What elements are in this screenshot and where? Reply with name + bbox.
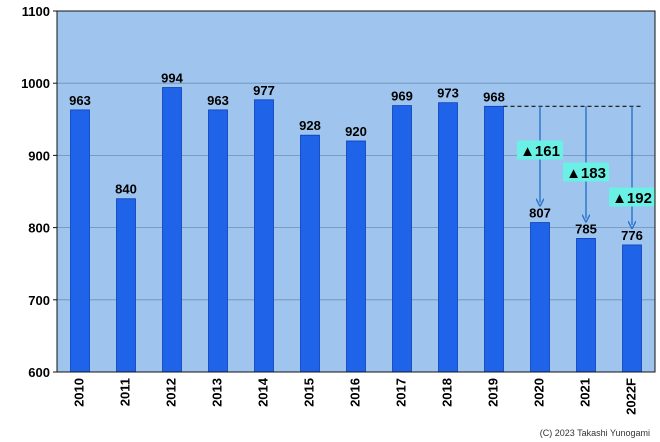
callout-box-2022F [609, 187, 655, 207]
x-tick-label-2014: 2014 [255, 377, 270, 407]
value-label-2016: 920 [345, 124, 367, 139]
bar-2019 [484, 105, 504, 373]
x-tick-label-2015: 2015 [301, 378, 316, 407]
copyright-credit: (C) 2023 Takashi Yunogami [539, 428, 650, 438]
x-tick-label-2021: 2021 [577, 378, 592, 407]
value-label-2010: 963 [69, 93, 91, 108]
callout-label-2020: ▲161 [520, 143, 560, 160]
value-label-2014: 977 [253, 83, 275, 98]
bar-2014 [254, 99, 274, 373]
value-label-2021: 785 [575, 221, 597, 236]
x-axis-ticks: 2010 2011 2012 2013 2014 2015 2016 2017 2018 2019… [71, 377, 638, 415]
x-tick-label-2020: 2020 [531, 378, 546, 407]
bar-2012 [162, 87, 182, 373]
x-tick-label-2016: 2016 [347, 378, 362, 407]
value-label-2011: 840 [115, 182, 137, 197]
y-axis-ticks: 600 700 800 900 1000 1100 [21, 4, 57, 380]
callout-label-2022F: ▲192 [612, 190, 652, 207]
x-tick-label-2017: 2017 [393, 378, 408, 407]
y-tick-label: 600 [28, 365, 50, 380]
callout-box-2020 [517, 140, 563, 160]
callout-box-2021 [563, 162, 609, 182]
decline-callouts: ▲161 ▲183 ▲192 [517, 106, 655, 225]
callout-label-2021: ▲183 [566, 165, 606, 182]
y-tick-label: 900 [28, 148, 50, 163]
value-label-2015: 928 [299, 118, 321, 133]
y-tick-label: 800 [28, 221, 50, 236]
bars [70, 87, 642, 373]
value-label-2013: 963 [207, 93, 229, 108]
value-label-2019: 968 [483, 89, 505, 104]
y-tick-label: 1100 [22, 4, 50, 19]
y-tick-label: 1000 [21, 76, 50, 91]
bar-2021 [576, 238, 596, 373]
value-label-2017: 969 [391, 89, 413, 104]
x-tick-label-2011: 2011 [117, 378, 132, 406]
bar-2010 [70, 109, 90, 373]
bar-2020 [530, 222, 550, 373]
bar-2013 [208, 109, 228, 373]
x-tick-label-2010: 2010 [71, 378, 86, 407]
x-tick-label-2013: 2013 [209, 378, 224, 407]
x-tick-label-2018: 2018 [439, 378, 454, 407]
bar-2022F [622, 244, 642, 373]
plot-frame [56, 10, 656, 373]
bar-2011 [116, 198, 136, 373]
bar-2018 [438, 102, 458, 373]
x-tick-label-2022F: 2022F [623, 378, 638, 415]
y-tick-label: 700 [28, 293, 50, 308]
bar-2015 [300, 134, 320, 373]
x-tick-label-2019: 2019 [485, 378, 500, 407]
value-label-2020: 807 [529, 206, 551, 221]
value-label-2012: 994 [161, 71, 183, 86]
value-labels: 963 840 994 963 977 928 920 969 973 968 807 785 776 [69, 71, 643, 243]
bar-2017 [392, 105, 412, 373]
bar-2016 [346, 140, 366, 373]
x-tick-label-2012: 2012 [163, 378, 178, 407]
value-label-2022F: 776 [621, 228, 643, 243]
value-label-2018: 973 [437, 86, 459, 101]
